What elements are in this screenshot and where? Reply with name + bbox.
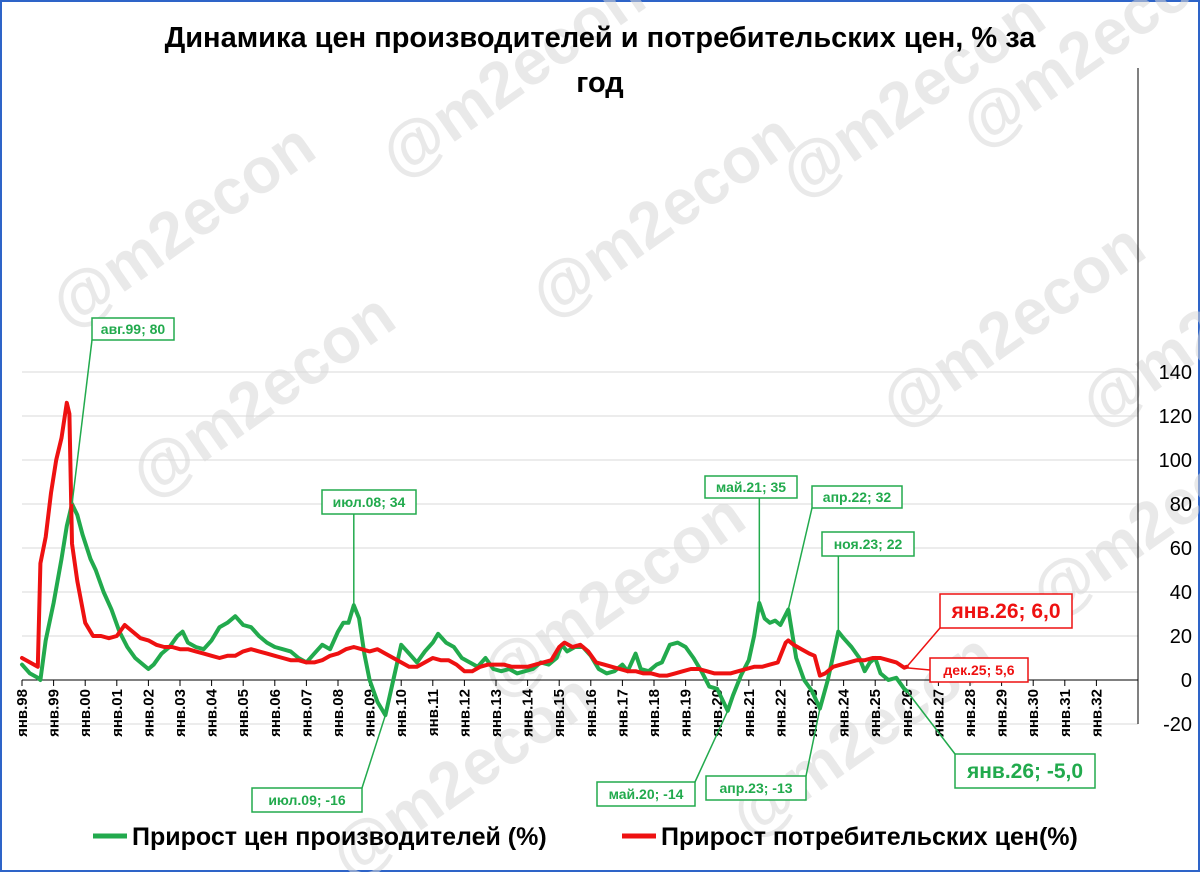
x-tick-label: янв.03: [172, 689, 189, 737]
x-tick-label: янв.13: [488, 689, 505, 737]
annotation-box: [811, 485, 903, 509]
x-tick-label: янв.25: [867, 689, 884, 737]
y-tick-label: 80: [1170, 494, 1192, 516]
annotation-label: май.20; -14: [609, 786, 684, 802]
y-tick-label: 20: [1170, 626, 1192, 648]
annotation-leader: [904, 666, 931, 671]
annotation: апр.23; -13: [705, 708, 821, 801]
y-tick-label: 0: [1181, 670, 1192, 692]
y-tick-label: -20: [1163, 714, 1192, 736]
annotation-leader: [71, 339, 93, 505]
x-tick-label: янв.11: [425, 689, 442, 736]
annotation: янв.26; 6,0: [906, 593, 1073, 668]
chart-title-line1: Динамика цен производителей и потребител…: [165, 22, 1037, 54]
annotation-leader: [694, 710, 729, 783]
annotation: июл.08; 34: [321, 489, 417, 606]
x-tick-label: янв.06: [267, 689, 284, 737]
x-tick-label: янв.22: [772, 689, 789, 737]
annotation: апр.22; 32: [787, 485, 903, 610]
gridlines: [22, 371, 1138, 725]
axes: -20 0 20 40 60 80 100 120 140 янв.98 янв.99 янв.00 я…: [14, 68, 1192, 737]
x-tick-label: янв.10: [393, 689, 410, 737]
annotation-box: [596, 781, 696, 807]
annotation: авг.99; 80: [71, 317, 175, 505]
annotation-box: [251, 787, 363, 813]
y-tick-label: 60: [1170, 538, 1192, 560]
x-tick-label: янв.21: [741, 689, 758, 737]
annotation-leader: [805, 708, 821, 777]
x-tick-label: янв.04: [204, 688, 221, 737]
x-tick-label: янв.29: [994, 689, 1011, 737]
x-tick-label: янв.08: [330, 689, 347, 737]
series-line-consumer: [20, 400, 909, 678]
annotation-box: [91, 317, 175, 341]
annotation: июл.09; -16: [251, 714, 387, 813]
annotations: авг.99; 80 июл.08; 34 июл.09; -16 май.20; -…: [71, 317, 1096, 813]
annotation-label: авг.99; 80: [101, 321, 166, 337]
x-tick-label: янв.16: [583, 689, 600, 737]
annotation-box: [821, 531, 915, 557]
x-tick-label: янв.31: [1057, 689, 1074, 737]
x-tick-label: янв.07: [298, 689, 315, 737]
annotation-box: [705, 775, 807, 801]
x-tick-label: янв.12: [456, 689, 473, 737]
legend-label-producer: Прирост цен производителей (%): [132, 823, 547, 851]
annotation: ноя.23; 22: [821, 531, 915, 632]
legend-label-consumer: Прирост потребительских цен(%): [661, 823, 1078, 851]
x-tick-label: янв.27: [930, 689, 947, 737]
x-tick-label: янв.05: [235, 689, 252, 737]
annotation-box: [939, 593, 1073, 629]
x-tick-label: янв.15: [551, 689, 568, 737]
annotation-label: янв.26; 6,0: [950, 600, 1060, 623]
annotation: май.21; 35: [704, 475, 798, 603]
x-tick-label: янв.98: [14, 689, 31, 737]
y-tick-label: 140: [1159, 362, 1192, 384]
annotation-label: май.21; 35: [716, 479, 786, 495]
x-tick-label: янв.99: [46, 689, 63, 737]
annotation-box: [321, 489, 417, 515]
x-tick-label: янв.02: [140, 689, 157, 737]
y-tick-label: 40: [1170, 582, 1192, 604]
annotation-label: янв.26; -5,0: [966, 760, 1083, 783]
legend: Прирост цен производителей (%) Прирост п…: [93, 823, 1078, 851]
x-tick-label: янв.26: [899, 689, 916, 737]
annotation-label: июл.08; 34: [333, 494, 406, 510]
x-tick-label: янв.32: [1088, 689, 1105, 737]
x-tick-label: янв.18: [646, 689, 663, 737]
y-tick-label: 120: [1159, 406, 1192, 428]
x-tick-label: янв.20: [709, 689, 726, 737]
x-tick-label: янв.14: [520, 688, 537, 737]
y-tick-label: 100: [1159, 450, 1192, 472]
annotation-label: ноя.23; 22: [834, 536, 903, 552]
x-tick-label: янв.24: [836, 688, 853, 737]
x-tick-label: янв.28: [962, 689, 979, 737]
annotation-box: [954, 753, 1096, 789]
x-tick-label: янв.19: [678, 689, 695, 737]
annotation: май.20; -14: [596, 710, 729, 807]
annotation-label: июл.09; -16: [268, 792, 346, 808]
annotation-leader: [906, 627, 941, 668]
series-line-producer: [20, 502, 909, 718]
annotation-label: апр.22; 32: [823, 489, 892, 505]
annotation: янв.26; -5,0: [906, 690, 1096, 789]
x-tick-label: янв.00: [77, 689, 94, 737]
annotation-box: [929, 657, 1029, 683]
chart-title-line2: год: [576, 67, 623, 99]
x-tick-label: янв.30: [1025, 689, 1042, 737]
x-tick-label: янв.17: [614, 689, 631, 737]
x-tick-label: янв.09: [362, 689, 379, 737]
annotation-leader: [787, 507, 813, 610]
annotation-leader: [361, 714, 387, 789]
x-tick-label: янв.01: [109, 689, 126, 737]
annotation-label: дек.25; 5,6: [943, 662, 1014, 678]
annotation-box: [704, 475, 798, 499]
annotation-label: апр.23; -13: [719, 780, 792, 796]
annotation: дек.25; 5,6: [904, 657, 1029, 683]
series-lines: [20, 400, 909, 718]
annotation-leader: [906, 690, 956, 755]
